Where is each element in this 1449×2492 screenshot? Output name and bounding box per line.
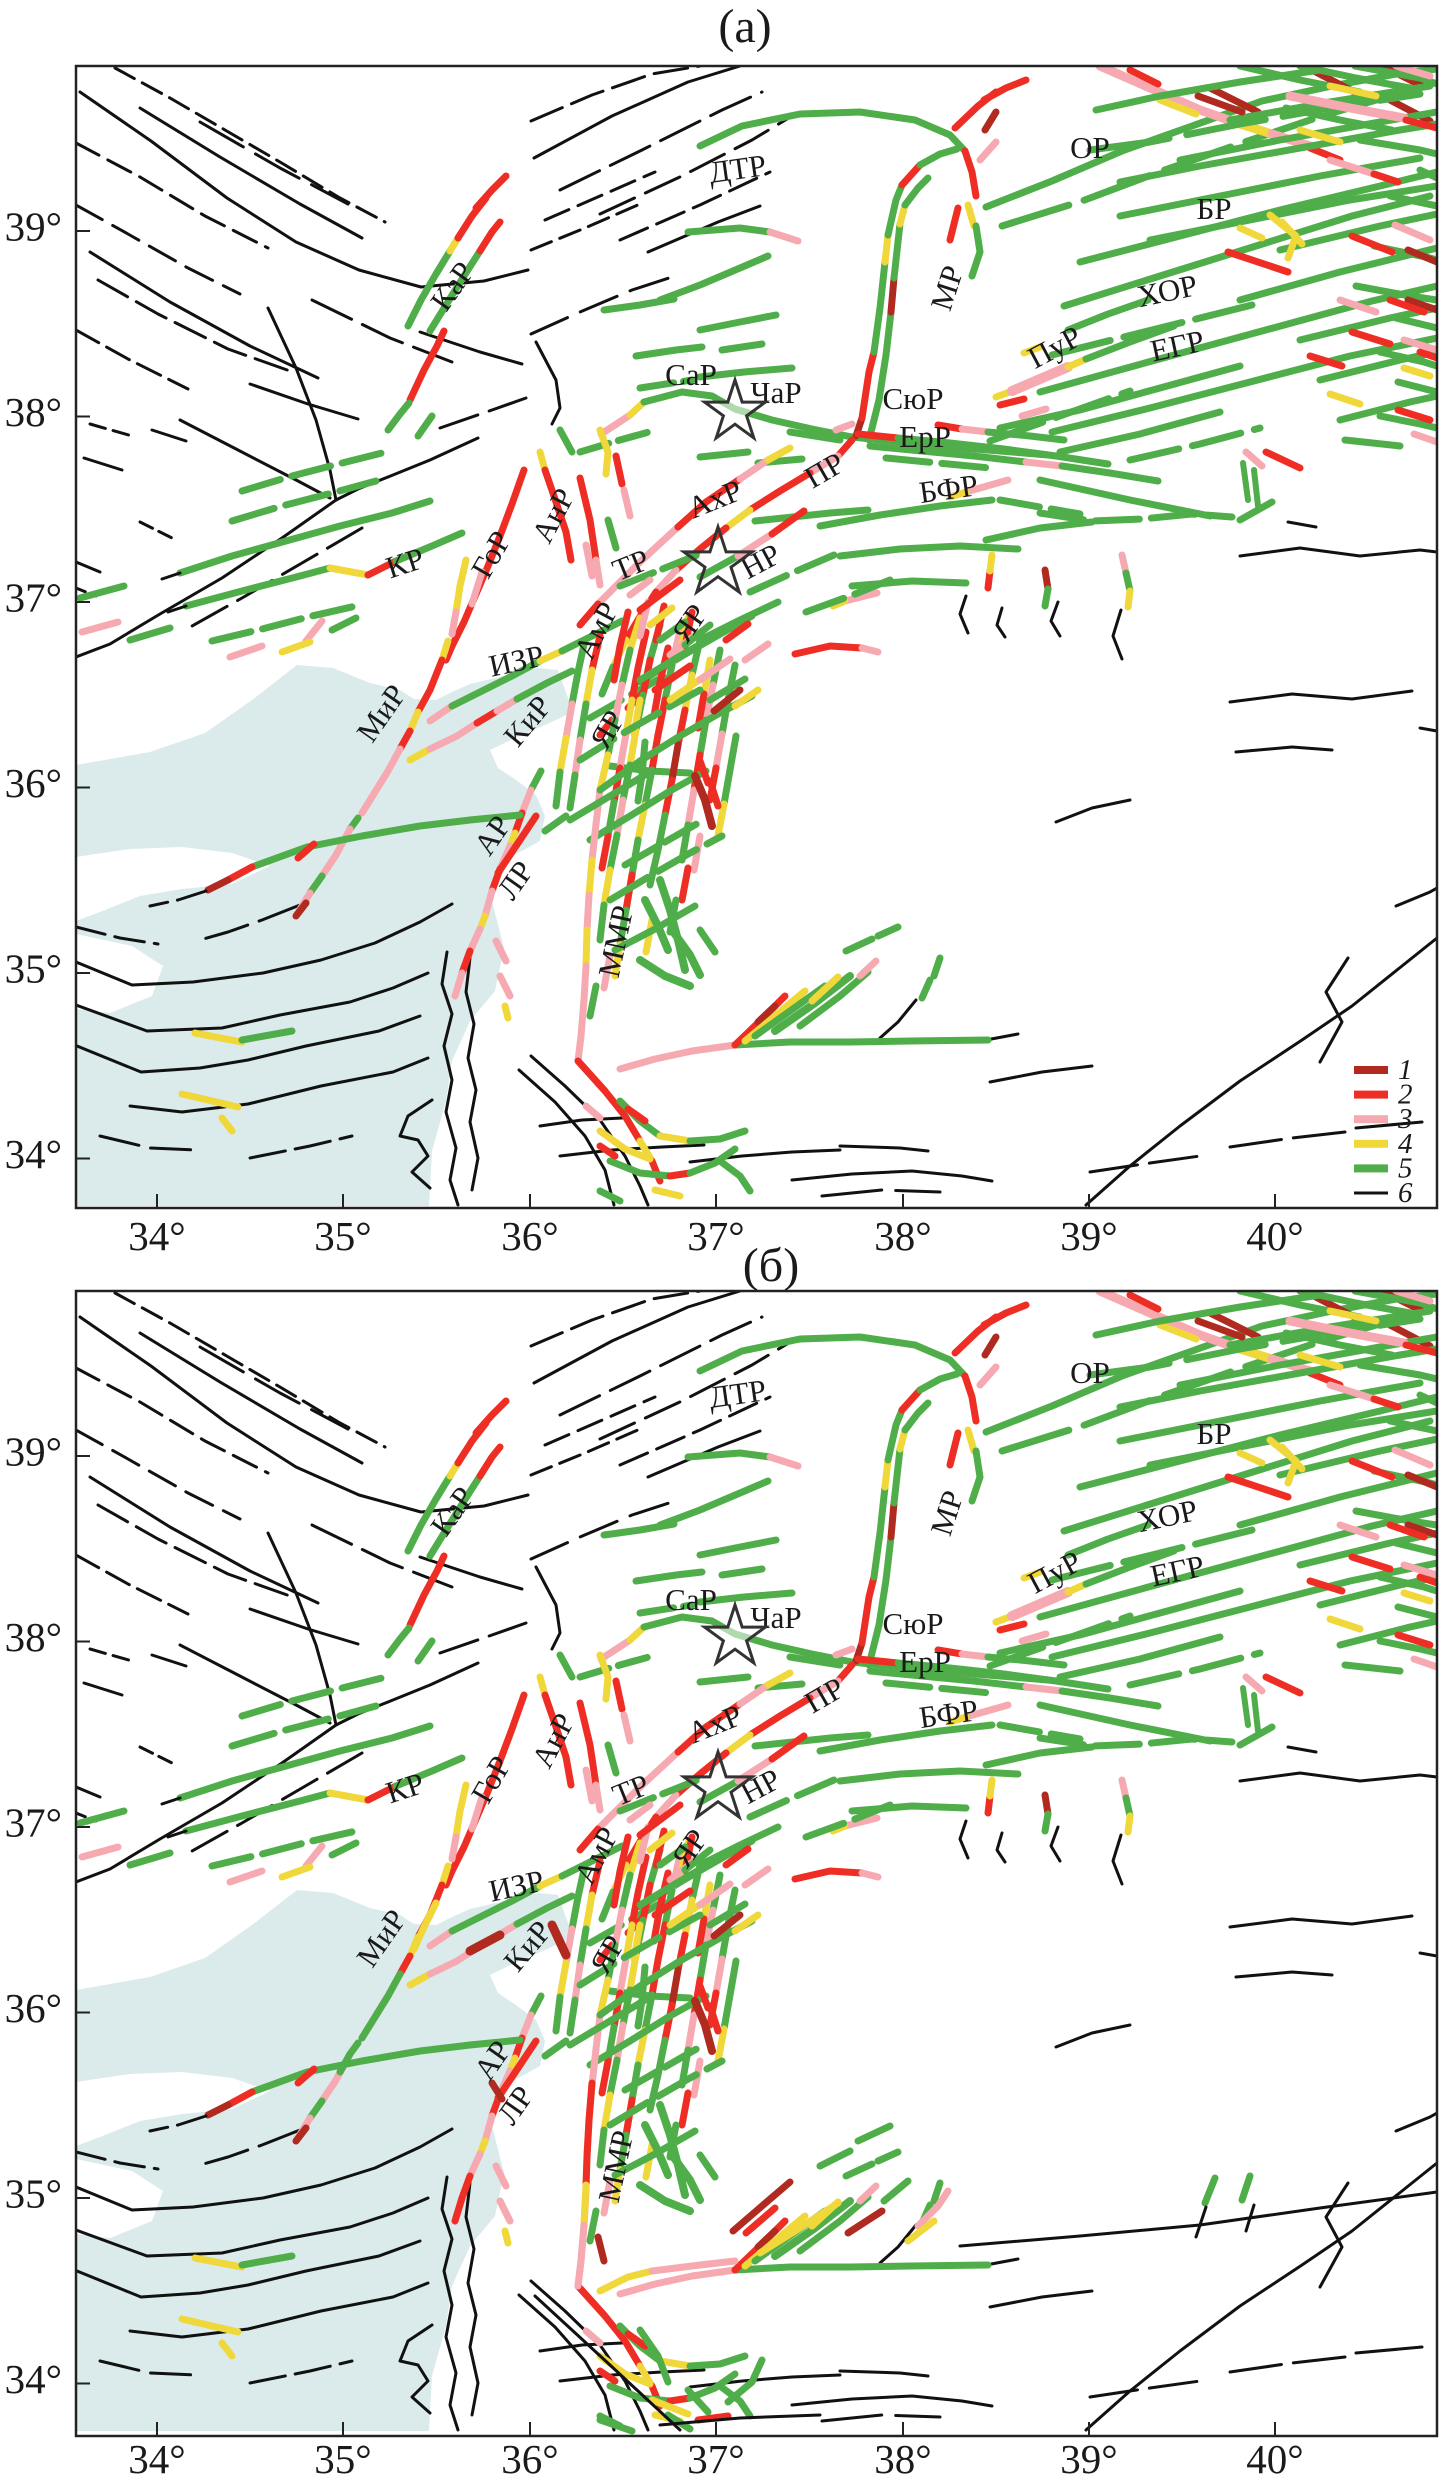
svg-text:БР: БР bbox=[1196, 1416, 1231, 1451]
svg-text:38°: 38° bbox=[5, 1614, 62, 1660]
svg-text:34°: 34° bbox=[5, 1131, 62, 1177]
svg-text:(б): (б) bbox=[743, 1239, 799, 1292]
svg-text:ЕрР: ЕрР bbox=[899, 419, 951, 454]
svg-text:38°: 38° bbox=[5, 389, 62, 435]
svg-text:5: 5 bbox=[1398, 1152, 1413, 1184]
svg-text:6: 6 bbox=[1398, 1177, 1413, 1209]
svg-text:СаР: СаР bbox=[665, 1582, 717, 1617]
svg-text:34°: 34° bbox=[128, 1213, 185, 1259]
svg-text:БФР: БФР bbox=[917, 1692, 980, 1735]
svg-text:2: 2 bbox=[1398, 1079, 1413, 1111]
svg-text:ДТР: ДТР bbox=[707, 1372, 769, 1415]
svg-text:39°: 39° bbox=[1060, 1213, 1117, 1259]
svg-text:СюР: СюР bbox=[882, 381, 943, 416]
svg-text:37°: 37° bbox=[5, 1799, 62, 1845]
svg-text:СюР: СюР bbox=[882, 1606, 943, 1641]
svg-text:1: 1 bbox=[1398, 1054, 1413, 1086]
svg-text:4: 4 bbox=[1398, 1128, 1413, 1160]
svg-text:(а): (а) bbox=[718, 0, 771, 53]
svg-text:35°: 35° bbox=[314, 1213, 371, 1259]
svg-text:3: 3 bbox=[1397, 1103, 1413, 1135]
svg-text:ЕрР: ЕрР bbox=[899, 1644, 951, 1679]
svg-text:37°: 37° bbox=[687, 1213, 744, 1259]
svg-text:35°: 35° bbox=[5, 945, 62, 991]
svg-text:БФР: БФР bbox=[917, 467, 980, 510]
svg-text:38°: 38° bbox=[874, 1213, 931, 1259]
svg-text:36°: 36° bbox=[5, 1985, 62, 2031]
svg-text:СаР: СаР bbox=[665, 357, 717, 392]
svg-text:ОР: ОР bbox=[1070, 1355, 1110, 1390]
svg-text:ДТР: ДТР bbox=[707, 147, 769, 190]
svg-text:40°: 40° bbox=[1246, 1213, 1303, 1259]
svg-text:36°: 36° bbox=[501, 2436, 558, 2482]
svg-text:39°: 39° bbox=[1060, 2436, 1117, 2482]
svg-text:34°: 34° bbox=[128, 2436, 185, 2482]
svg-text:36°: 36° bbox=[5, 760, 62, 806]
svg-text:39°: 39° bbox=[5, 1428, 62, 1474]
svg-text:40°: 40° bbox=[1246, 2436, 1303, 2482]
svg-text:35°: 35° bbox=[5, 2170, 62, 2216]
svg-text:БР: БР bbox=[1196, 191, 1231, 226]
svg-text:39°: 39° bbox=[5, 203, 62, 249]
svg-text:34°: 34° bbox=[5, 2356, 62, 2402]
svg-text:35°: 35° bbox=[314, 2436, 371, 2482]
svg-text:36°: 36° bbox=[501, 1213, 558, 1259]
svg-text:37°: 37° bbox=[5, 574, 62, 620]
svg-text:37°: 37° bbox=[687, 2436, 744, 2482]
svg-text:38°: 38° bbox=[874, 2436, 931, 2482]
svg-text:ОР: ОР bbox=[1070, 130, 1110, 165]
